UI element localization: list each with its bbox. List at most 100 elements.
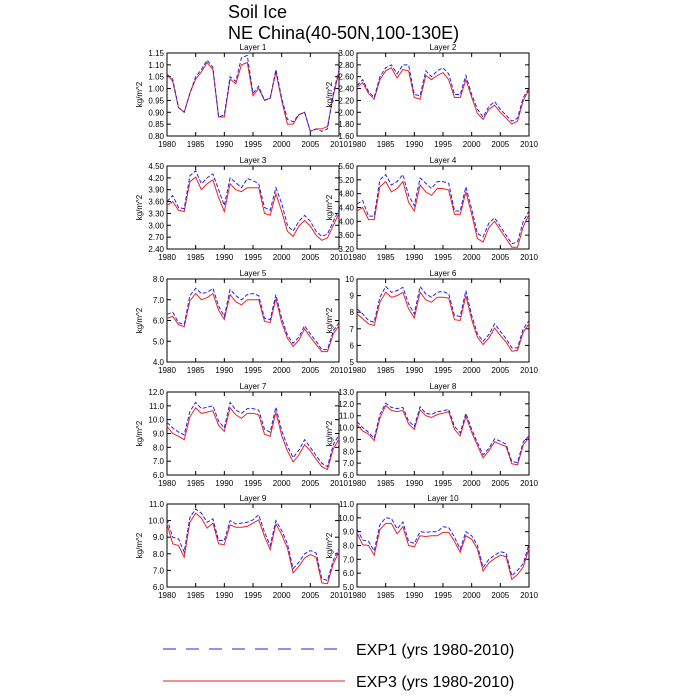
panel-layer-1: Layer 1 0.80 0.85 0.90 0.95 1.00 1.05 1.10 1.15 1… xyxy=(135,43,348,149)
series-line-exp3 xyxy=(166,406,340,471)
y-tick-label: 2.70 xyxy=(148,233,164,242)
x-tick-label: 2010 xyxy=(330,479,348,488)
x-tick-label: 1985 xyxy=(187,140,205,149)
y-tick-label: 6.0 xyxy=(153,583,165,592)
y-tick-label: 5.60 xyxy=(338,162,354,171)
y-tick-label: 11.0 xyxy=(339,500,355,509)
y-tick-label: 5 xyxy=(350,358,355,367)
x-tick-label: 1980 xyxy=(348,591,366,600)
series-line-exp3 xyxy=(166,292,340,353)
y-tick-label: 0.85 xyxy=(148,120,164,129)
y-axis-label: kg/m^2 xyxy=(325,81,334,107)
panel-layer-4: Layer 4 3.20 3.60 4.00 4.40 4.80 5.20 5.60 1980 1… xyxy=(325,156,538,262)
x-tick-label: 1980 xyxy=(158,253,176,262)
y-tick-label: 10.0 xyxy=(338,514,354,523)
y-tick-label: 10.0 xyxy=(338,424,354,433)
x-tick-label: 2000 xyxy=(463,591,481,600)
x-tick-label: 2000 xyxy=(273,479,291,488)
panel-layer-9: Layer 9 6.0 7.0 8.0 9.0 10.0 11.0 1980 1985 1990 1… xyxy=(135,494,348,600)
series-line-exp3 xyxy=(166,176,340,241)
y-tick-label: 11.0 xyxy=(149,402,165,411)
panel-title: Layer 5 xyxy=(240,269,267,278)
series-line-exp3 xyxy=(166,512,340,585)
x-tick-label: 1980 xyxy=(348,479,366,488)
series-line-exp1 xyxy=(166,508,340,582)
panel-title: Layer 3 xyxy=(240,156,267,165)
y-tick-label: 1.00 xyxy=(148,85,164,94)
x-tick-label: 2000 xyxy=(463,366,481,375)
x-tick-label: 2010 xyxy=(330,140,348,149)
series-line-exp1 xyxy=(166,54,340,132)
y-tick-label: 6.0 xyxy=(153,471,165,480)
x-tick-label: 1995 xyxy=(244,366,262,375)
x-tick-label: 2005 xyxy=(491,253,509,262)
y-tick-label: 11.0 xyxy=(339,412,355,421)
y-tick-label: 1.05 xyxy=(148,73,164,82)
y-axis-label: kg/m^2 xyxy=(135,194,144,220)
x-tick-label: 1980 xyxy=(158,479,176,488)
x-tick-label: 2000 xyxy=(463,140,481,149)
y-tick-label: 10 xyxy=(345,275,354,284)
series-line-exp1 xyxy=(356,517,530,577)
x-tick-label: 2010 xyxy=(330,253,348,262)
legend-label-exp3: EXP3 (yrs 1980-2010) xyxy=(356,674,514,691)
x-tick-label: 2010 xyxy=(330,366,348,375)
panel-title: Layer 7 xyxy=(240,382,267,391)
x-tick-label: 2010 xyxy=(520,366,538,375)
x-tick-label: 1990 xyxy=(405,253,423,262)
y-axis-label: kg/m^2 xyxy=(135,307,144,333)
panel-title: Layer 8 xyxy=(430,382,457,391)
y-tick-label: 3.60 xyxy=(338,231,354,240)
y-tick-label: 6.0 xyxy=(343,569,355,578)
y-tick-label: 4.20 xyxy=(148,174,164,183)
y-axis-label: kg/m^2 xyxy=(135,420,144,446)
y-tick-label: 1.60 xyxy=(338,132,354,141)
chart-subtitle: NE China(40-50N,100-130E) xyxy=(228,23,460,43)
y-tick-label: 3.90 xyxy=(148,186,164,195)
x-tick-label: 1990 xyxy=(405,479,423,488)
y-tick-label: 3.20 xyxy=(338,245,354,254)
panel-layer-2: Layer 2 1.60 1.80 2.00 2.20 2.40 2.60 2.80 3.00 1… xyxy=(325,43,538,149)
series-line-exp3 xyxy=(356,522,530,581)
y-axis-label: kg/m^2 xyxy=(325,420,334,446)
x-tick-label: 1990 xyxy=(405,591,423,600)
x-tick-label: 1990 xyxy=(215,591,233,600)
y-tick-label: 7.0 xyxy=(153,457,165,466)
x-tick-label: 1990 xyxy=(215,140,233,149)
y-tick-label: 13.0 xyxy=(338,388,354,397)
panel-layer-8: Layer 8 6.0 7.0 8.0 9.0 10.0 11.0 12.0 13.0 1980 1… xyxy=(325,382,538,488)
y-tick-label: 6.0 xyxy=(343,471,355,480)
y-tick-label: 1.10 xyxy=(148,61,164,70)
x-tick-label: 1985 xyxy=(377,366,395,375)
series-line-exp3 xyxy=(356,67,530,125)
series-line-exp3 xyxy=(356,404,530,466)
y-tick-label: 8.0 xyxy=(153,443,165,452)
series-line-exp1 xyxy=(166,287,340,351)
series-line-exp3 xyxy=(356,291,530,352)
x-tick-label: 1995 xyxy=(244,479,262,488)
x-tick-label: 2010 xyxy=(520,479,538,488)
y-tick-label: 3.00 xyxy=(148,221,164,230)
panel-title: Layer 2 xyxy=(430,43,457,52)
y-tick-label: 9.0 xyxy=(153,430,165,439)
y-tick-label: 9.0 xyxy=(343,435,355,444)
panel-title: Layer 4 xyxy=(430,156,457,165)
x-tick-label: 2005 xyxy=(491,140,509,149)
y-tick-label: 0.90 xyxy=(148,108,164,117)
y-axis-label: kg/m^2 xyxy=(325,532,334,558)
y-tick-label: 6 xyxy=(350,341,355,350)
x-tick-label: 1985 xyxy=(187,253,205,262)
x-tick-label: 2010 xyxy=(520,253,538,262)
y-tick-label: 2.40 xyxy=(148,245,164,254)
x-tick-label: 1985 xyxy=(377,591,395,600)
x-tick-label: 2000 xyxy=(273,140,291,149)
x-tick-label: 1990 xyxy=(405,140,423,149)
y-tick-label: 0.80 xyxy=(148,132,164,141)
y-tick-label: 2.40 xyxy=(338,85,354,94)
y-tick-label: 8.0 xyxy=(343,447,355,456)
series-line-exp3 xyxy=(356,180,530,248)
y-tick-label: 9.0 xyxy=(343,528,355,537)
y-tick-label: 12.0 xyxy=(148,388,164,397)
x-tick-label: 2005 xyxy=(301,366,319,375)
